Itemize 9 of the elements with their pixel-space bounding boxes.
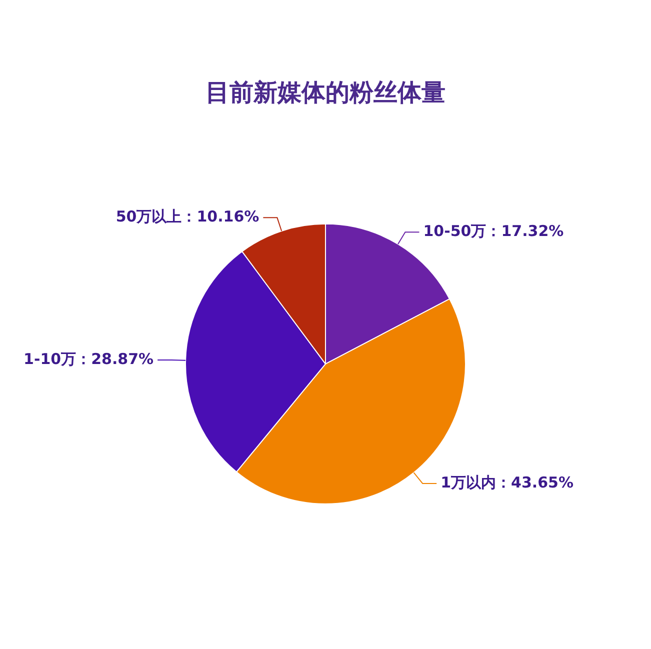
slice-label: 1-10万 <box>24 350 76 368</box>
slice-label: 1万以内 <box>440 473 496 492</box>
data-label: ：28.87% <box>76 350 154 368</box>
slice-label: 10-50万 <box>423 222 486 240</box>
data-label: ：43.65% <box>496 473 574 492</box>
data-label: ：17.32% <box>486 222 564 240</box>
slice-label: 50万以上 <box>116 208 182 226</box>
data-label: ：10.16% <box>182 208 260 226</box>
chart-title: 目前新媒体的粉丝体量 <box>206 78 446 107</box>
